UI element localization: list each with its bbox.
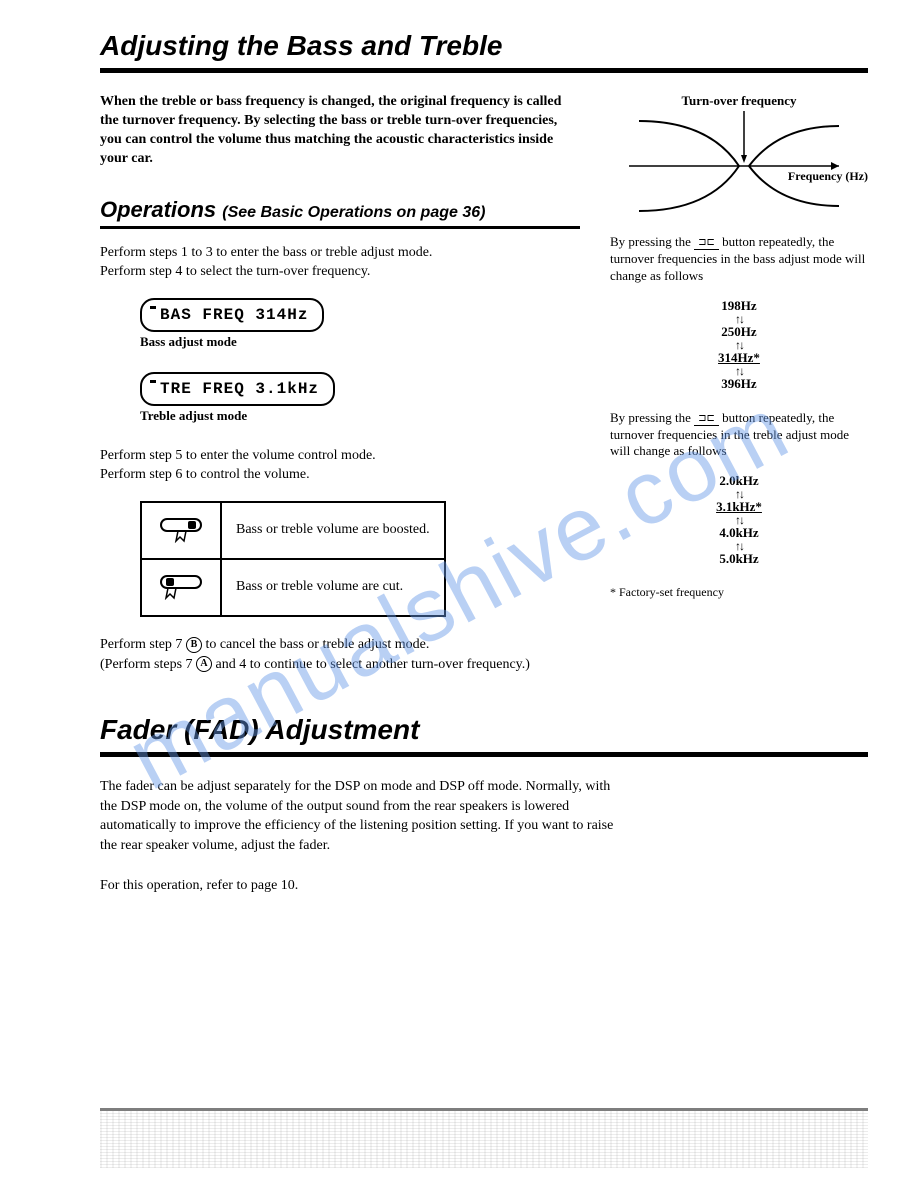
step-4: Perform step 4 to select the turn-over f… (100, 264, 370, 279)
rocker-down-icon (156, 570, 206, 600)
frequency-axis-label: Frequency (Hz) (610, 169, 868, 184)
step7-b: to cancel the bass or treble adjust mode… (202, 637, 429, 652)
button-glyph-icon: ⊐⊏ (694, 236, 719, 250)
cut-text: Bass or treble volume are cut. (221, 559, 445, 616)
operations-heading-text: Operations (100, 197, 216, 222)
step-6: Perform step 6 to control the volume. (100, 467, 310, 482)
boost-icon-cell (141, 502, 221, 559)
treble-chain-3: 5.0kHz (719, 551, 758, 566)
turnover-freq-label: Turn-over frequency (610, 93, 868, 109)
volume-table: Bass or treble volume are boosted. Bass … (140, 501, 446, 617)
steps-5-6-text: Perform step 5 to enter the volume contr… (100, 446, 580, 485)
two-column-layout: When the treble or bass frequency is cha… (100, 93, 868, 704)
treble-chain-1: 3.1kHz* (716, 499, 762, 514)
step7-d: and 4 to continue to select another turn… (212, 657, 530, 672)
button-glyph-icon: ⊐⊏ (694, 412, 719, 426)
table-row: Bass or treble volume are cut. (141, 559, 445, 616)
rule-2 (100, 752, 868, 757)
fader-ref: For this operation, refer to page 10. (100, 876, 868, 896)
bass-chain-1: 250Hz (721, 324, 756, 339)
treble-intro-a: By pressing the (610, 410, 694, 425)
operations-heading: Operations (See Basic Operations on page… (100, 197, 580, 229)
treble-chain-0: 2.0kHz (719, 473, 758, 488)
bass-chain-intro: By pressing the ⊐⊏ button repeatedly, th… (610, 234, 868, 285)
bass-chain-2: 314Hz* (718, 350, 760, 365)
treble-display-box: TRE FREQ 3.1kHz (140, 372, 335, 406)
bass-display-caption: Bass adjust mode (140, 334, 580, 350)
page-title-2: Fader (FAD) Adjustment (100, 714, 868, 746)
treble-chain-2: 4.0kHz (719, 525, 758, 540)
operations-heading-paren: (See Basic Operations on page 36) (222, 204, 485, 221)
circled-b-icon: B (186, 637, 202, 653)
step-7-note: Perform step 7 B to cancel the bass or t… (100, 635, 580, 674)
bass-intro-a: By pressing the (610, 234, 694, 249)
step-5: Perform step 5 to enter the volume contr… (100, 448, 376, 463)
intro-paragraph-1: When the treble or bass frequency is cha… (100, 93, 580, 169)
steps-1-4-text: Perform steps 1 to 3 to enter the bass o… (100, 243, 580, 282)
circled-a-icon: A (196, 656, 212, 672)
bass-chain-0: 198Hz (721, 298, 756, 313)
rule-1 (100, 68, 868, 73)
scan-artifact (100, 1108, 868, 1168)
step7-c: (Perform steps 7 (100, 657, 196, 672)
boost-text: Bass or treble volume are boosted. (221, 502, 445, 559)
frequency-curve-diagram (629, 111, 849, 221)
bass-chain-3: 396Hz (721, 376, 756, 391)
rocker-up-icon (156, 513, 206, 543)
fader-intro: The fader can be adjust separately for t… (100, 777, 620, 855)
bass-freq-chain: 198Hz ↑↓ 250Hz ↑↓ 314Hz* ↑↓ 396Hz (610, 299, 868, 390)
table-row: Bass or treble volume are boosted. (141, 502, 445, 559)
step7-a: Perform step 7 (100, 637, 186, 652)
step-1-3: Perform steps 1 to 3 to enter the bass o… (100, 245, 432, 260)
page-title-1: Adjusting the Bass and Treble (100, 30, 868, 62)
treble-freq-chain: 2.0kHz ↑↓ 3.1kHz* ↑↓ 4.0kHz ↑↓ 5.0kHz (610, 474, 868, 565)
bass-display-box: BAS FREQ 314Hz (140, 298, 324, 332)
left-column: When the treble or bass frequency is cha… (100, 93, 580, 704)
factory-note: * Factory-set frequency (610, 585, 868, 600)
right-column: Turn-over frequency Frequency (Hz) By pr… (610, 93, 868, 704)
treble-chain-intro: By pressing the ⊐⊏ button repeatedly, th… (610, 410, 868, 461)
cut-icon-cell (141, 559, 221, 616)
treble-display-caption: Treble adjust mode (140, 408, 580, 424)
